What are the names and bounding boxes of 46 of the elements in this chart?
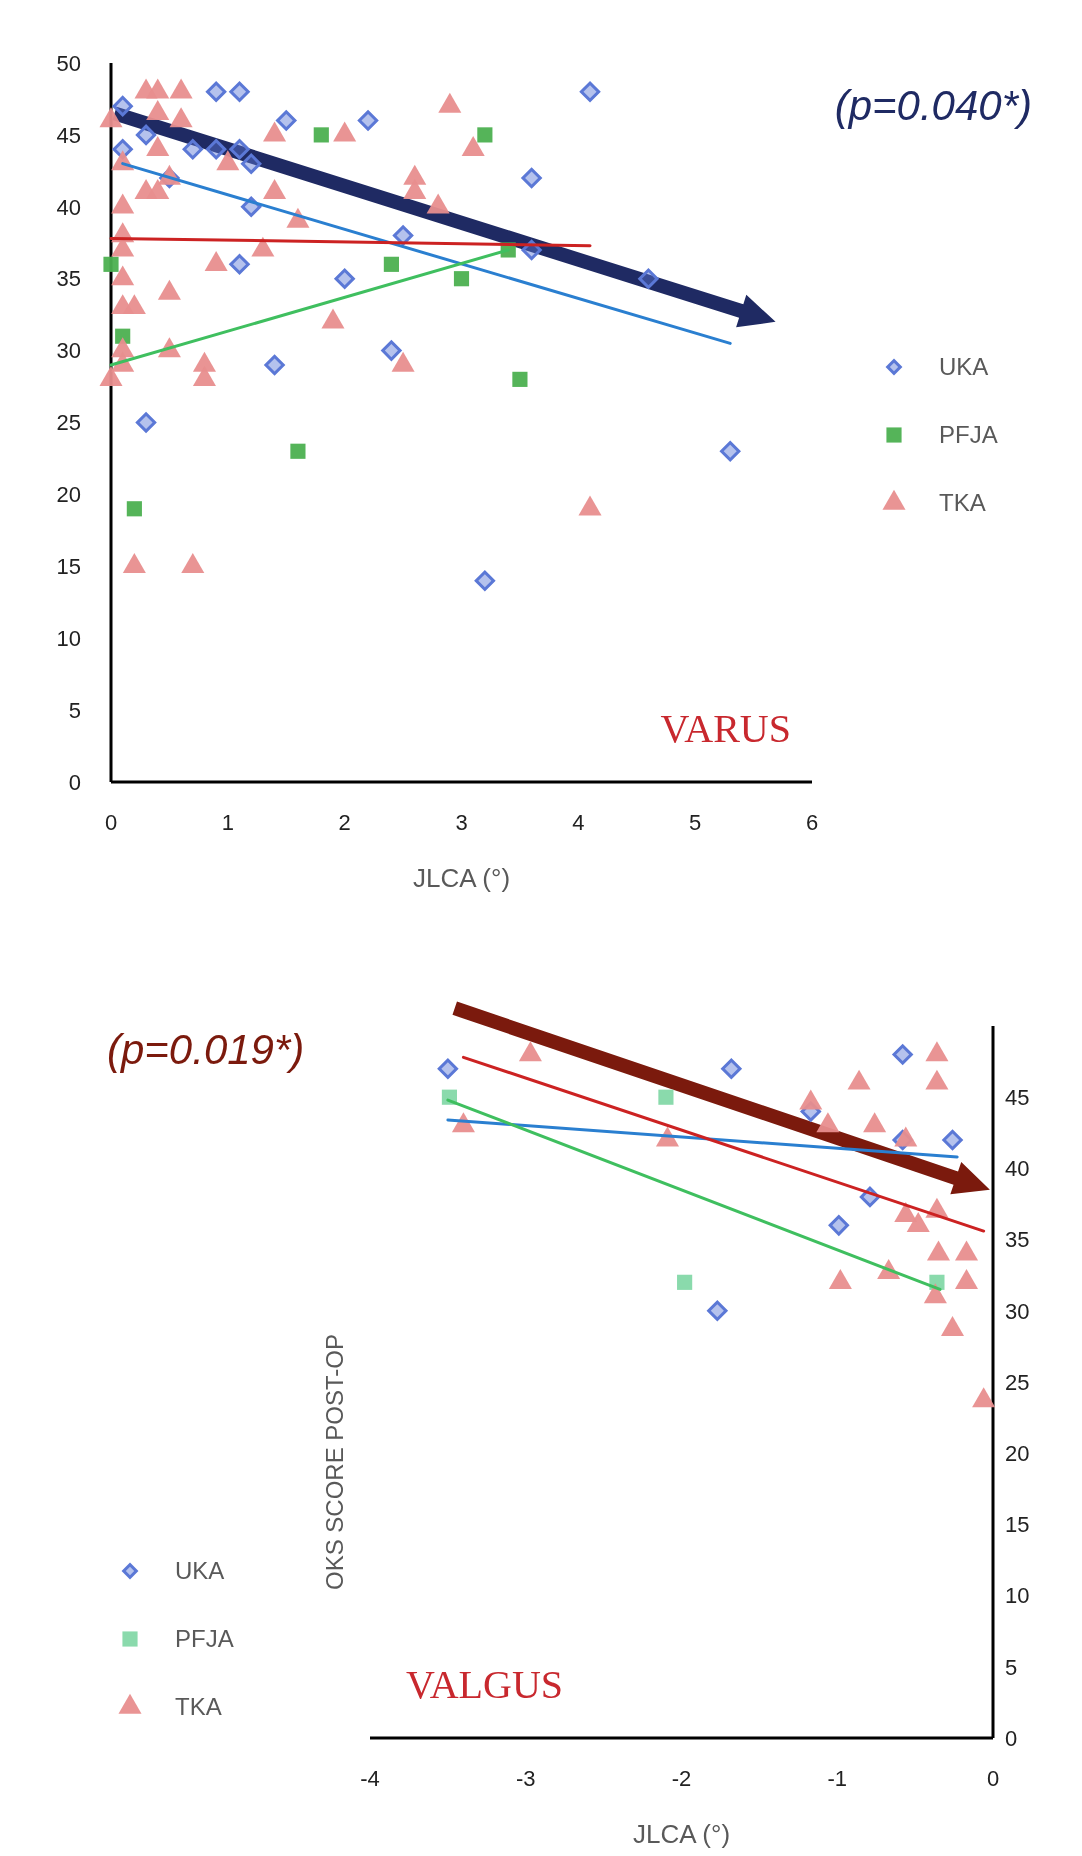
y-tick-label: 40 xyxy=(56,194,81,220)
y-axis-title: OKS SCORE POST-OP xyxy=(321,1333,348,1591)
y-tick-label: 35 xyxy=(56,266,81,292)
y-tick-label: 30 xyxy=(1005,1298,1030,1324)
legend-label: TKA xyxy=(939,489,986,517)
x-tick-label: 2 xyxy=(338,810,351,835)
y-tick-label: 10 xyxy=(56,625,81,651)
legend-label: PFJA xyxy=(939,421,998,449)
legend-label: UKA xyxy=(175,1557,225,1585)
y-tick-label: 0 xyxy=(68,769,81,795)
text: (p=0.019*) xyxy=(107,1026,305,1073)
y-tick-label: 15 xyxy=(1005,1512,1030,1538)
annotation: VARUS xyxy=(660,706,791,751)
legend-label: UKA xyxy=(939,353,989,381)
x-tick-label: -4 xyxy=(360,1766,380,1791)
y-tick-label: 40 xyxy=(1005,1156,1030,1182)
y-tick-label: 35 xyxy=(1005,1227,1030,1253)
x-tick-label: 6 xyxy=(805,810,819,835)
y-tick-label: 5 xyxy=(1005,1654,1018,1680)
x-tick-label: 0 xyxy=(986,1766,1000,1791)
x-tick-label: 3 xyxy=(455,810,468,835)
x-tick-label: 4 xyxy=(572,810,585,835)
y-tick-label: 45 xyxy=(56,122,81,148)
y-tick-label: 25 xyxy=(1005,1369,1030,1395)
x-tick-label: 1 xyxy=(221,810,234,835)
y-tick-label: 45 xyxy=(1005,1084,1030,1110)
y-tick-label: 5 xyxy=(68,697,81,723)
y-tick-label: 20 xyxy=(1005,1440,1030,1466)
x-tick-label: -1 xyxy=(827,1766,848,1791)
x-tick-label: -2 xyxy=(671,1766,692,1791)
y-tick-label: 25 xyxy=(56,410,81,436)
y-tick-label: 20 xyxy=(56,482,81,508)
x-tick-label: -3 xyxy=(515,1766,536,1791)
y-tick-label: 15 xyxy=(56,554,81,579)
legend-label: TKA xyxy=(175,1693,222,1721)
x-tick-label: 0 xyxy=(104,810,118,835)
legend-label: PFJA xyxy=(175,1625,234,1653)
y-tick-label: 10 xyxy=(1005,1583,1030,1609)
x-axis-title: JLCA (°) xyxy=(632,1819,731,1849)
x-tick-label: 5 xyxy=(689,810,702,835)
annotation: VALGUS xyxy=(406,1662,564,1707)
x-axis-title: JLCA (°) xyxy=(412,863,511,893)
y-tick-label: 50 xyxy=(56,50,81,76)
y-tick-label: 30 xyxy=(56,338,81,364)
text: (p=0.040*) xyxy=(834,82,1032,129)
y-tick-label: 0 xyxy=(1005,1725,1018,1751)
